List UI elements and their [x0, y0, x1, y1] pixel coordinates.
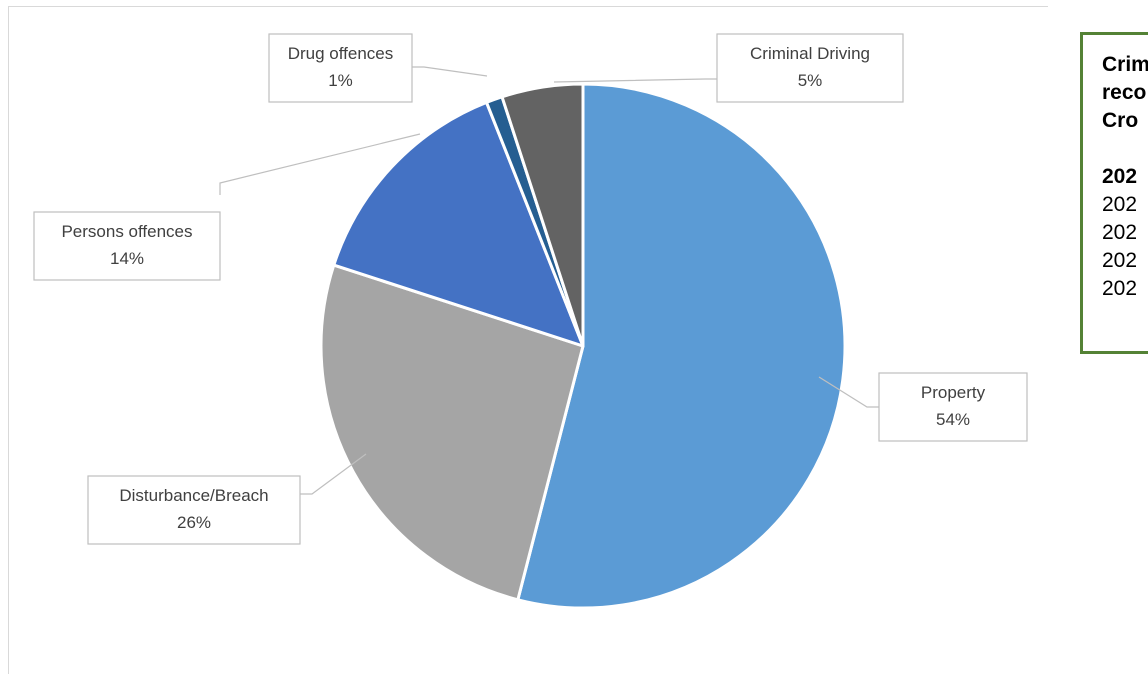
leader-line-criminal-driving — [553, 78, 717, 83]
side-heading-line-2: reco — [1102, 81, 1147, 104]
callout-percent-label: 26% — [177, 513, 211, 532]
callout-category-label: Criminal Driving — [750, 44, 870, 63]
pie-slice-persons-offences — [332, 100, 585, 348]
callout-percent-label: 1% — [328, 71, 353, 90]
callout-box-disturbance-breach — [87, 475, 301, 545]
callout-box-property — [878, 372, 1028, 442]
callout-percent-label: 14% — [110, 249, 144, 268]
pie-slice-property — [516, 82, 847, 610]
leader-line-persons-offences — [219, 133, 421, 195]
pie-chart: Property 54% Disturbance/Breach 26% Persons … — [33, 33, 1028, 610]
spacer — [1102, 135, 1148, 163]
callout-category-label: Persons offences — [61, 222, 192, 241]
pie-slice-disturbance-breach — [319, 263, 585, 602]
side-row: 202 — [1102, 249, 1138, 272]
side-row: 202 — [1102, 193, 1138, 216]
callout-percent-label: 54% — [936, 410, 970, 429]
leader-line-disturbance-breach — [300, 453, 367, 495]
callout-box-drug-offences — [268, 33, 413, 103]
callout-box-criminal-driving — [716, 33, 904, 103]
callout-box-persons-offences — [33, 211, 221, 281]
side-heading-line-3: Cro — [1102, 109, 1139, 132]
callout-category-label: Disturbance/Breach — [119, 486, 268, 505]
side-row: 202 — [1102, 277, 1138, 300]
side-row: 202 — [1102, 221, 1138, 244]
leader-line-drug-offences — [412, 66, 488, 77]
side-bold-row: 202 — [1102, 165, 1138, 188]
leader-line-property — [818, 376, 879, 408]
callout-percent-label: 5% — [798, 71, 823, 90]
callout-category-label: Property — [921, 383, 986, 402]
side-heading-line-1: Crim — [1102, 53, 1148, 76]
side-text-box: Crim reco Cro 202 202 202 202 202 — [1080, 32, 1148, 354]
pie-slice-criminal-driving — [500, 82, 585, 348]
callout-category-label: Drug offences — [288, 44, 394, 63]
chart-area: Property 54% Disturbance/Breach 26% Persons … — [8, 6, 1048, 674]
